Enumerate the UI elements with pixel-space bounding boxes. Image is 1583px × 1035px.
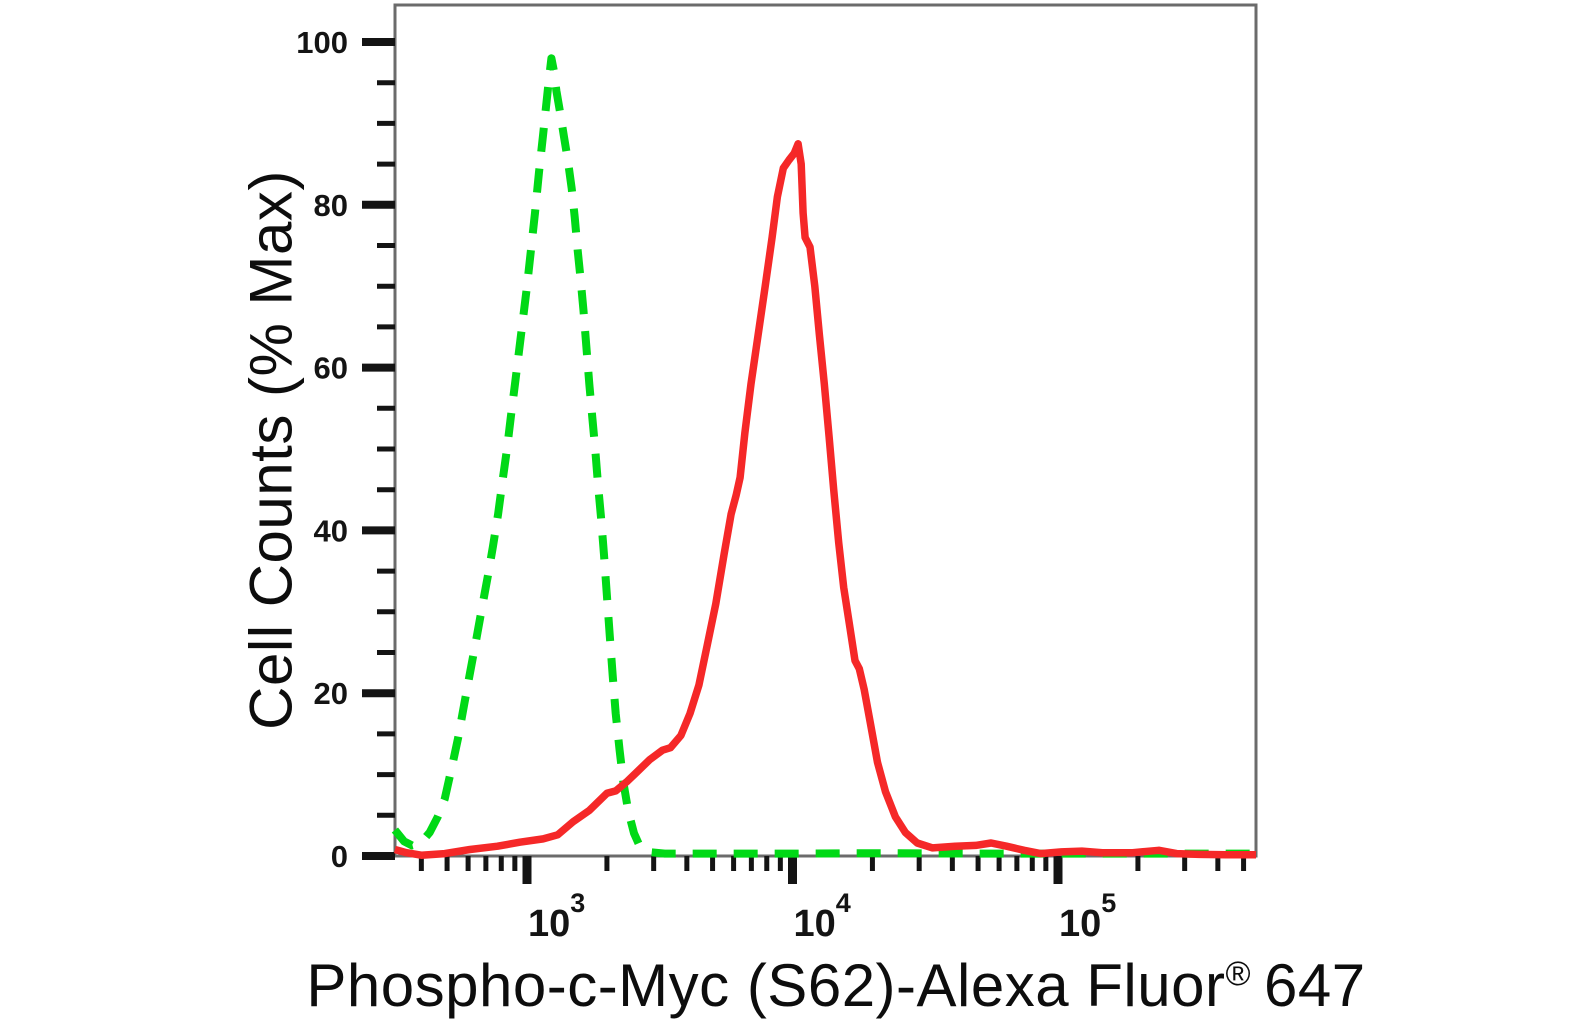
y-tick-label: 40 xyxy=(314,513,348,548)
x-axis-title: Phospho-c-Myc (S62)-Alexa Fluor® 647 xyxy=(306,951,1365,1020)
registered-trademark-symbol: ® xyxy=(1225,955,1252,993)
red-solid-curve xyxy=(393,140,1256,859)
y-tick-label: 80 xyxy=(314,188,348,223)
y-tick-label: 60 xyxy=(314,351,348,386)
green-dashed-curve xyxy=(391,54,1256,858)
x-tick-label: 105 xyxy=(1059,888,1116,945)
x-axis-title-text: Phospho-c-Myc (S62)-Alexa Fluor xyxy=(306,952,1226,1019)
x-tick-label: 104 xyxy=(794,888,851,945)
x-axis-title-suffix: 647 xyxy=(1264,952,1366,1019)
y-tick-label: 0 xyxy=(331,839,348,874)
y-tick-label: 100 xyxy=(296,25,348,60)
y-axis-title: Cell Counts (% Max) xyxy=(237,170,305,730)
y-tick-label: 20 xyxy=(314,676,348,711)
x-tick-label: 103 xyxy=(528,888,585,945)
